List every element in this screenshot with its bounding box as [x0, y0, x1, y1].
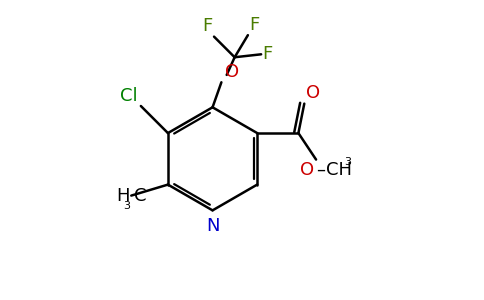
Text: O: O: [225, 63, 239, 81]
Text: Cl: Cl: [121, 86, 138, 104]
Text: 3: 3: [123, 201, 130, 211]
Text: C: C: [134, 187, 146, 205]
Text: F: F: [249, 16, 259, 34]
Text: F: F: [263, 45, 273, 63]
Text: –: –: [316, 161, 325, 179]
Text: O: O: [301, 161, 315, 179]
Text: H: H: [116, 187, 130, 205]
Text: O: O: [306, 84, 320, 102]
Text: 3: 3: [344, 157, 351, 166]
Text: N: N: [206, 217, 219, 235]
Text: F: F: [202, 17, 212, 35]
Text: CH: CH: [326, 161, 352, 179]
